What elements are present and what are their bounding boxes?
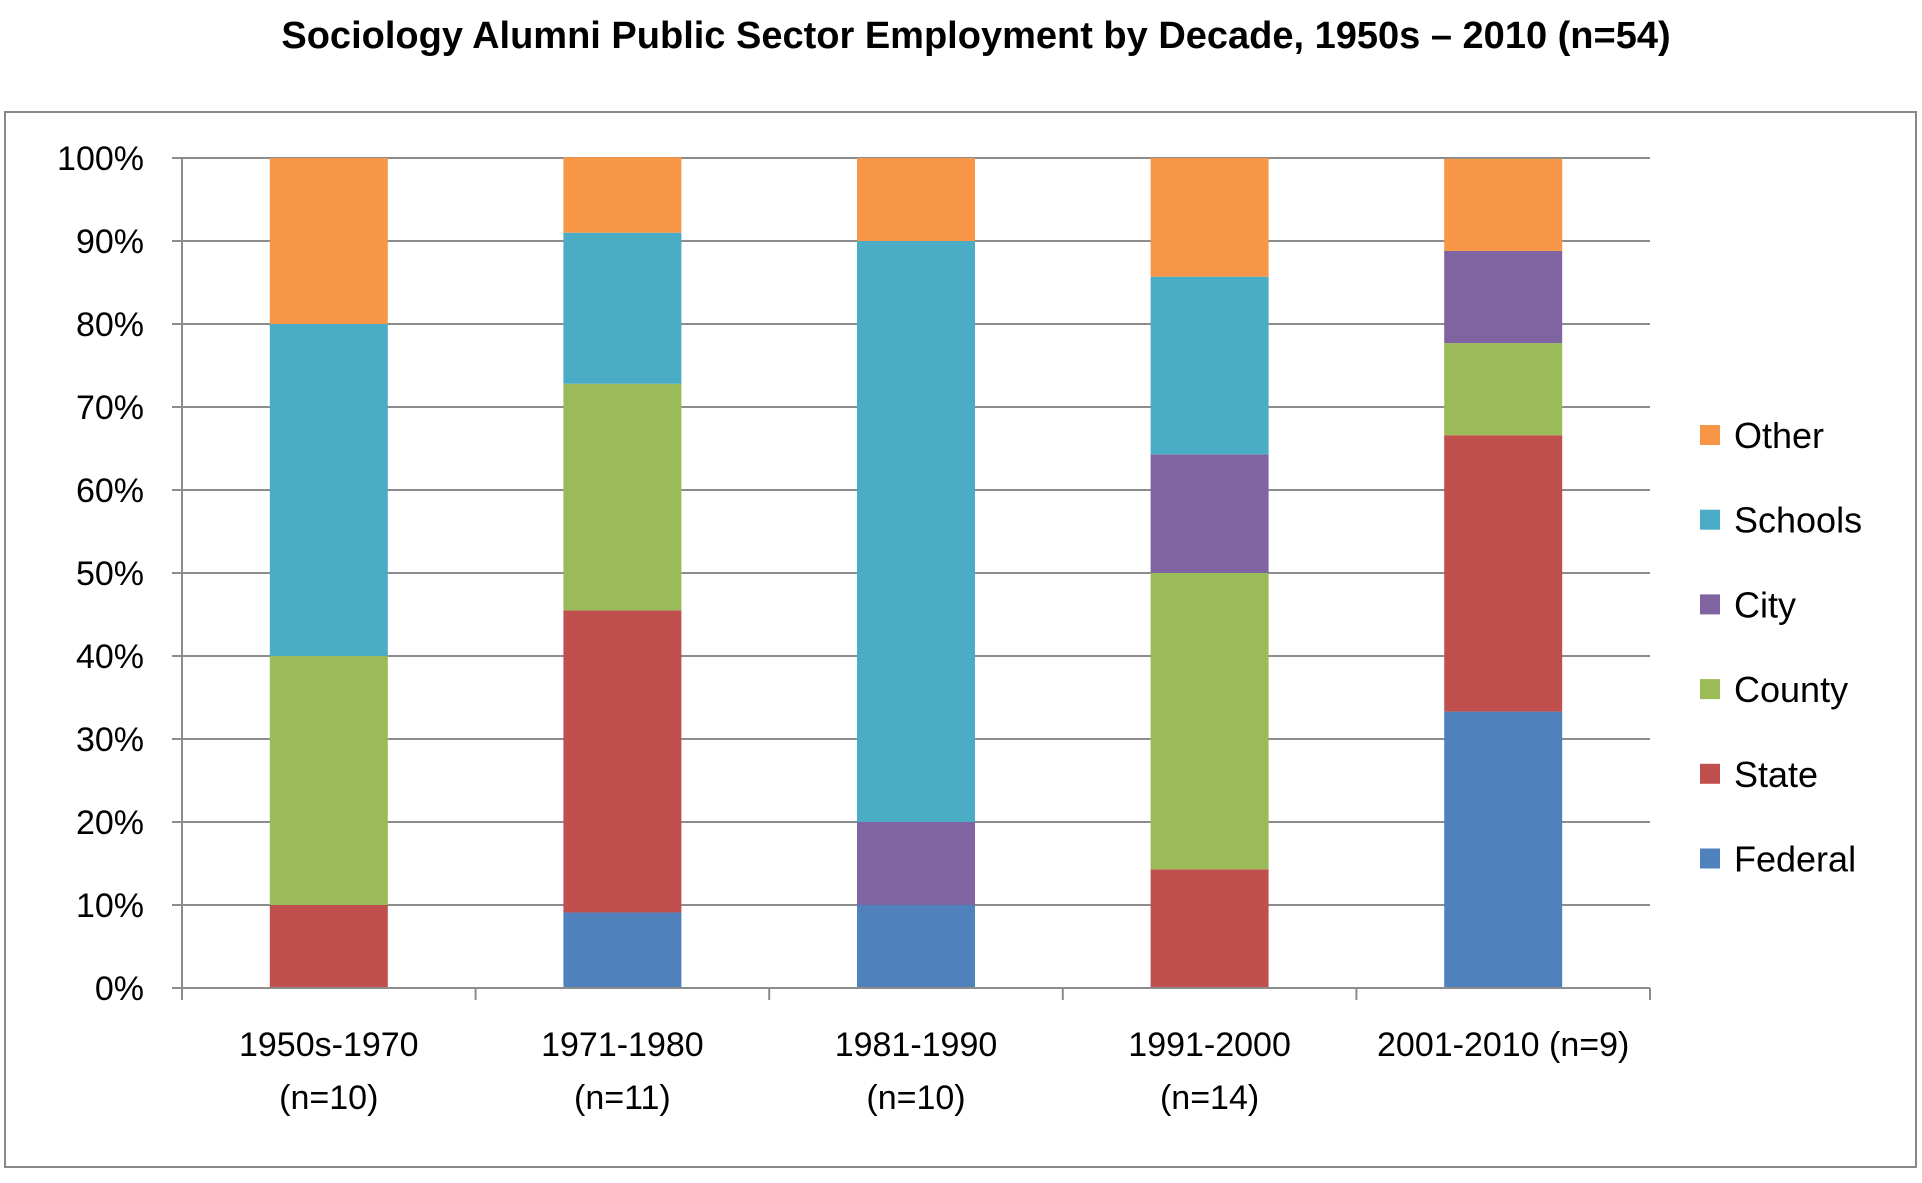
legend-label: Schools xyxy=(1734,500,1862,541)
bar-segment-other xyxy=(1444,158,1563,251)
legend-label: State xyxy=(1734,754,1818,795)
y-tick-label: 10% xyxy=(76,887,144,925)
legend-label: City xyxy=(1734,584,1796,625)
bar-segment-state xyxy=(269,905,388,988)
legend-item-city: City xyxy=(1700,584,1796,625)
legend-item-state: State xyxy=(1700,754,1818,795)
legend-label: Federal xyxy=(1734,839,1856,880)
bar-segment-federal xyxy=(563,912,682,988)
bar-segment-other xyxy=(857,158,975,241)
y-tick-label: 40% xyxy=(76,638,144,676)
x-category-label: 1981-1990 xyxy=(835,1026,998,1064)
x-category-label: 2001-2010 (n=9) xyxy=(1377,1026,1629,1064)
y-tick-label: 30% xyxy=(76,721,144,759)
bar-segment-state xyxy=(1150,869,1269,988)
y-tick-label: 80% xyxy=(76,306,144,344)
axes: 0% 10% 20% 30% 40% 50% 60% 70% 80% 90% 100% 1950s-1… xyxy=(57,140,1651,1117)
legend-swatch xyxy=(1700,594,1720,615)
legend-swatch xyxy=(1700,425,1720,445)
y-tick-label: 100% xyxy=(57,140,144,178)
y-tick-label: 20% xyxy=(76,804,144,842)
bar-segment-federal xyxy=(857,905,975,988)
x-category-label: 1991-2000 xyxy=(1128,1026,1291,1064)
legend-item-other: Other xyxy=(1700,415,1824,456)
bars xyxy=(269,157,1563,988)
chart-frame xyxy=(4,111,1917,1168)
x-category-label: (n=10) xyxy=(279,1079,378,1117)
chart-title: Sociology Alumni Public Sector Employmen… xyxy=(281,15,1670,57)
bar-segment-other xyxy=(269,158,388,324)
legend-item-schools: Schools xyxy=(1700,500,1862,541)
legend-swatch xyxy=(1700,848,1720,869)
legend-label: Other xyxy=(1734,415,1824,456)
bar-segment-county xyxy=(1150,573,1269,870)
y-tick-label: 0% xyxy=(95,970,144,1008)
legend-swatch xyxy=(1700,679,1720,700)
legend: Other Schools City County State Federal xyxy=(1700,415,1862,880)
x-category-label: (n=14) xyxy=(1160,1079,1259,1117)
bar-segment-state xyxy=(563,610,682,913)
bar-segment-state xyxy=(1444,435,1563,712)
legend-item-county: County xyxy=(1700,669,1848,710)
x-category-label: (n=11) xyxy=(574,1079,671,1117)
bar-segment-city xyxy=(1444,250,1563,344)
y-tick-label: 90% xyxy=(76,223,144,261)
bar-segment-schools xyxy=(563,232,682,384)
bar-segment-other xyxy=(563,157,682,233)
x-category-label: 1950s-1970 xyxy=(239,1026,419,1064)
legend-swatch xyxy=(1700,509,1720,530)
bar-segment-schools xyxy=(1150,276,1269,455)
bar-segment-other xyxy=(1150,158,1269,277)
bar-segment-schools xyxy=(857,241,975,822)
y-tick-label: 60% xyxy=(76,472,144,510)
y-tick-label: 70% xyxy=(76,389,144,427)
legend-swatch xyxy=(1700,763,1720,784)
y-tick-label: 50% xyxy=(76,555,144,593)
legend-item-federal: Federal xyxy=(1700,839,1856,880)
bar-segment-county xyxy=(563,383,682,611)
x-category-label: (n=10) xyxy=(866,1079,965,1117)
bar-segment-county xyxy=(1444,343,1563,436)
bar-segment-city xyxy=(1150,454,1269,573)
bar-segment-city xyxy=(857,822,975,905)
bar-segment-federal xyxy=(1444,711,1563,988)
bar-segment-schools xyxy=(269,324,388,656)
legend-label: County xyxy=(1734,669,1848,710)
x-category-label: 1971-1980 xyxy=(541,1026,704,1064)
bar-segment-county xyxy=(269,656,388,905)
